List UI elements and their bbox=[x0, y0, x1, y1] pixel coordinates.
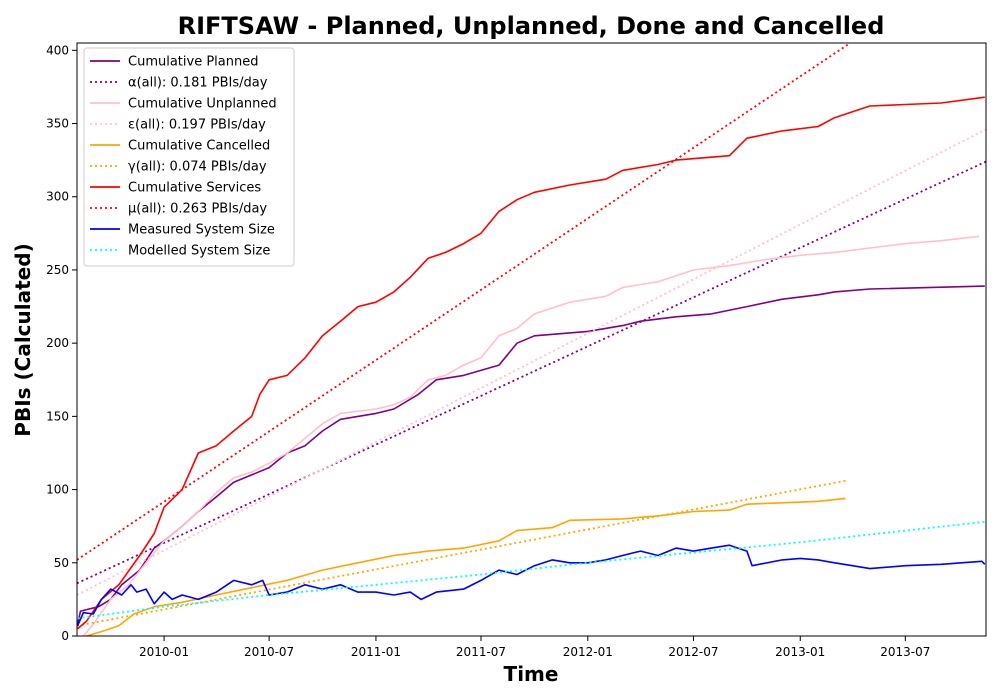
y-tick-label: 350 bbox=[46, 117, 69, 131]
series-line-cumulative-services bbox=[77, 96, 985, 630]
legend: Cumulative Planned α(all): 0.181 PBIs/day… bbox=[83, 47, 295, 267]
y-axis: 0 50 100 150 200 250 300 350 400 bbox=[46, 43, 77, 643]
legend-label-all-0-197-pbis-day: ε(all): 0.197 PBIs/day bbox=[128, 118, 266, 133]
series-line-modelled-system-size bbox=[77, 520, 985, 620]
legend-label-all-0-263-pbis-day: μ(all): 0.263 PBIs/day bbox=[128, 202, 267, 217]
x-axis: 2010-01 2010-07 2011-01 2011-07 2012-01 2012-… bbox=[139, 636, 930, 659]
y-tick-label: 50 bbox=[54, 556, 69, 570]
chart-title: RIFTSAW - Planned, Unplanned, Done and C… bbox=[178, 12, 885, 40]
y-axis-title: PBIs (Calculated) bbox=[11, 243, 35, 436]
plot-frame bbox=[76, 42, 987, 637]
series-line-cumulative-cancelled bbox=[86, 497, 846, 636]
plot-area bbox=[77, 43, 986, 636]
legend-label-cumulative-cancelled: Cumulative Cancelled bbox=[128, 139, 270, 154]
x-tick-label: 2011-07 bbox=[456, 645, 506, 659]
series-line-measured-system-size bbox=[77, 544, 986, 627]
y-tick-label: 300 bbox=[46, 190, 69, 204]
legend-label-all-0-074-pbis-day: γ(all): 0.074 PBIs/day bbox=[128, 160, 267, 175]
y-tick-label: 400 bbox=[46, 43, 69, 57]
x-tick-label: 2011-01 bbox=[351, 645, 401, 659]
x-tick-label: 2012-01 bbox=[563, 645, 613, 659]
series-line-all-0-181-pbis-day bbox=[77, 160, 986, 585]
series-line-cumulative-planned bbox=[77, 285, 985, 625]
y-tick-label: 0 bbox=[61, 629, 69, 643]
legend-label-modelled-system-size: Modelled System Size bbox=[128, 244, 270, 259]
x-tick-label: 2010-07 bbox=[244, 645, 294, 659]
legend-label-all-0-181-pbis-day: α(all): 0.181 PBIs/day bbox=[128, 76, 268, 91]
legend-label-cumulative-services: Cumulative Services bbox=[128, 181, 261, 196]
y-tick-label: 100 bbox=[46, 483, 69, 497]
series-line-all-0-197-pbis-day bbox=[77, 128, 986, 596]
legend-label-cumulative-planned: Cumulative Planned bbox=[128, 55, 258, 70]
legend-label-measured-system-size: Measured System Size bbox=[128, 223, 275, 238]
y-tick-label: 150 bbox=[46, 409, 69, 423]
series-line-all-0-074-pbis-day bbox=[77, 479, 846, 627]
x-tick-label: 2010-01 bbox=[139, 645, 189, 659]
y-tick-label: 250 bbox=[46, 263, 69, 277]
legend-label-cumulative-unplanned: Cumulative Unplanned bbox=[128, 97, 277, 112]
legend-box bbox=[83, 47, 295, 267]
x-tick-label: 2012-07 bbox=[668, 645, 718, 659]
x-tick-label: 2013-01 bbox=[775, 645, 825, 659]
y-tick-label: 200 bbox=[46, 336, 69, 350]
series-line-cumulative-unplanned bbox=[82, 235, 980, 636]
x-axis-title: Time bbox=[504, 662, 559, 686]
series-line-all-0-263-pbis-day bbox=[77, 43, 852, 561]
x-tick-label: 2013-07 bbox=[880, 645, 930, 659]
